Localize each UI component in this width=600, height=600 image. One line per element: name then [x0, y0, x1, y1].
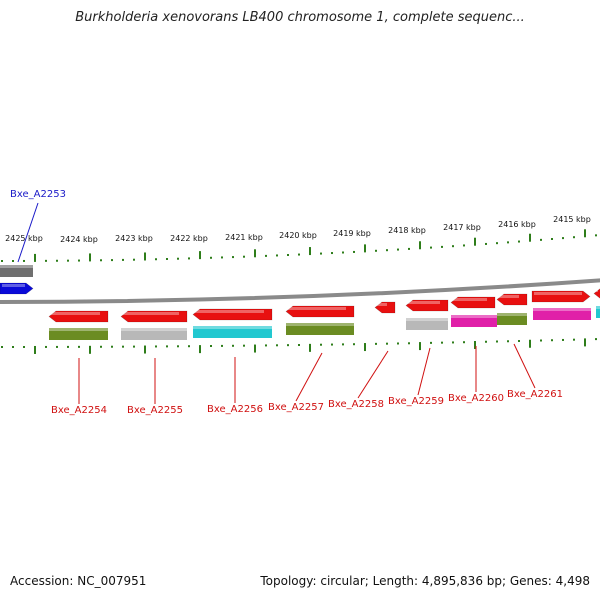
scale-label: 2421 kbp: [225, 233, 263, 242]
gene-arrow[interactable]: [593, 288, 600, 299]
topology-summary: Topology: circular; Length: 4,895,836 bp…: [260, 574, 590, 588]
gene-arrow-highlight: [51, 312, 100, 315]
gene-leader-line: [513, 343, 536, 389]
gene-label[interactable]: Bxe_A2254: [51, 405, 107, 416]
gene-arrow-highlight: [499, 295, 519, 298]
gene-category-highlight: [121, 328, 187, 331]
gene-arrow-highlight: [2, 284, 25, 287]
gene-category-block: [596, 306, 600, 318]
gene-arrow-highlight: [596, 289, 598, 292]
scale-label: 2422 kbp: [170, 234, 208, 243]
gene-features: [0, 265, 600, 340]
gene-arrow[interactable]: [374, 301, 396, 314]
gene-arrow[interactable]: [285, 305, 355, 318]
gene-label[interactable]: Bxe_A2255: [127, 405, 183, 416]
gene-category-block: [406, 318, 448, 330]
gene-leader-line: [357, 350, 389, 399]
scale-label: 2418 kbp: [388, 226, 426, 235]
scale-label: 2425 kbp: [5, 234, 43, 243]
gene-arrow-highlight: [195, 310, 264, 313]
gene-labels: Bxe_A2253 Bxe_A2254 Bxe_A2255 Bxe_A2256 Bxe_…: [10, 189, 563, 416]
gene-arrow-highlight: [377, 303, 387, 306]
gene-arrow[interactable]: [48, 310, 109, 323]
gene-label[interactable]: Bxe_A2258: [328, 399, 384, 410]
gene-arrow[interactable]: [405, 299, 449, 312]
accession-text: Accession: NC_007951: [10, 574, 147, 588]
gene-arrow[interactable]: [531, 290, 591, 303]
scale-label: 2415 kbp: [553, 215, 591, 224]
scale-label: 2423 kbp: [115, 234, 153, 243]
gene-arrow-highlight: [123, 312, 179, 315]
gene-arrow[interactable]: [192, 308, 273, 321]
gene-leader-line: [17, 202, 39, 263]
gene-category-block: [121, 328, 187, 340]
gene-arrow-highlight: [288, 307, 346, 310]
gene-arrow[interactable]: [496, 293, 528, 306]
gene-category-block: [497, 313, 527, 325]
gene-category-block: [533, 308, 591, 320]
gene-label[interactable]: Bxe_A2256: [207, 404, 263, 415]
scale-label: 2420 kbp: [279, 231, 317, 240]
gene-category-highlight: [406, 318, 448, 321]
gene-arrow-highlight: [453, 298, 487, 301]
gene-leader-line: [417, 347, 431, 396]
gene-category-highlight: [451, 315, 497, 318]
scale-ticks-bottom: [1, 338, 597, 354]
gene-arrow-highlight: [534, 292, 582, 295]
gene-arrow-highlight: [408, 301, 440, 304]
map-title: Burkholderia xenovorans LB400 chromosome…: [75, 10, 525, 25]
gene-category-highlight: [0, 265, 33, 268]
chromosome-backbone: [0, 278, 600, 304]
gene-category-highlight: [193, 326, 272, 329]
gene-label[interactable]: Bxe_A2261: [507, 389, 563, 400]
gene-category-highlight: [596, 306, 600, 309]
gene-category-highlight: [49, 328, 108, 331]
gene-category-block: [193, 326, 272, 338]
gene-category-block: [0, 265, 33, 277]
gene-category-block: [286, 323, 354, 335]
gene-category-highlight: [533, 308, 591, 311]
gene-category-block: [49, 328, 108, 340]
scale-ticks-top: [1, 229, 597, 262]
gene-label[interactable]: Bxe_A2253: [10, 189, 66, 200]
gene-category-block: [451, 315, 497, 327]
gene-category-highlight: [497, 313, 527, 316]
gene-category-highlight: [286, 323, 354, 326]
gene-leader-line: [295, 352, 323, 402]
scale-label: 2416 kbp: [498, 220, 536, 229]
gene-label[interactable]: Bxe_A2259: [388, 396, 444, 407]
gene-arrow[interactable]: [0, 282, 34, 295]
scale-label: 2424 kbp: [60, 235, 98, 244]
scale-label: 2417 kbp: [443, 223, 481, 232]
gene-arrow[interactable]: [450, 296, 496, 309]
scale-labels: 2425 kbp 2424 kbp 2423 kbp 2422 kbp 2421 kbp…: [5, 215, 591, 244]
gene-label[interactable]: Bxe_A2257: [268, 402, 324, 413]
gene-label[interactable]: Bxe_A2260: [448, 393, 504, 404]
scale-label: 2419 kbp: [333, 229, 371, 238]
gene-arrow[interactable]: [120, 310, 188, 323]
